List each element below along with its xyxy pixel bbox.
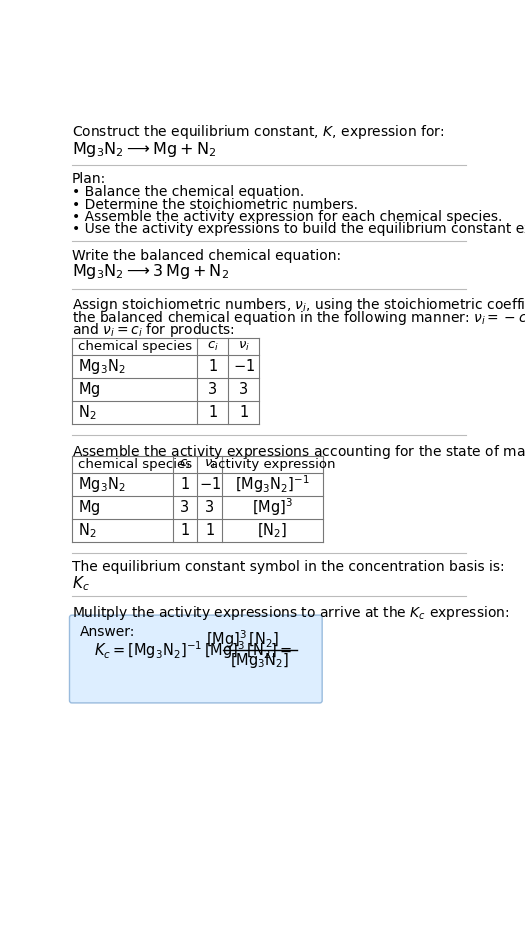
Text: 1: 1 xyxy=(205,523,214,538)
Text: $c_i$: $c_i$ xyxy=(207,340,219,353)
Text: $[\mathrm{Mg}]^3\,[\mathrm{N_2}]$: $[\mathrm{Mg}]^3\,[\mathrm{N_2}]$ xyxy=(206,628,279,650)
Text: the balanced chemical equation in the following manner: $\nu_i = -c_i$ for react: the balanced chemical equation in the fo… xyxy=(72,309,525,327)
Text: $c_i$: $c_i$ xyxy=(179,458,191,471)
Text: $-1$: $-1$ xyxy=(233,358,255,374)
Text: • Assemble the activity expression for each chemical species.: • Assemble the activity expression for e… xyxy=(72,210,502,224)
Text: $\mathrm{Mg_3N_2}$: $\mathrm{Mg_3N_2}$ xyxy=(78,357,125,376)
Text: chemical species: chemical species xyxy=(78,458,192,471)
Text: 3: 3 xyxy=(239,382,248,397)
Text: $[\mathrm{Mg}]^3$: $[\mathrm{Mg}]^3$ xyxy=(252,496,293,519)
Text: $\nu_i$: $\nu_i$ xyxy=(204,458,216,471)
Text: $K_c = [\mathrm{Mg_3N_2}]^{-1}\,[\mathrm{Mg}]^3\,[\mathrm{N_2}] = $: $K_c = [\mathrm{Mg_3N_2}]^{-1}\,[\mathrm… xyxy=(93,639,291,661)
Text: $[\mathrm{Mg_3N_2}]^{-1}$: $[\mathrm{Mg_3N_2}]^{-1}$ xyxy=(235,474,310,495)
Text: Assign stoichiometric numbers, $\nu_i$, using the stoichiometric coefficients, $: Assign stoichiometric numbers, $\nu_i$, … xyxy=(72,297,525,314)
Text: Answer:: Answer: xyxy=(80,625,135,639)
Text: and $\nu_i = c_i$ for products:: and $\nu_i = c_i$ for products: xyxy=(72,321,235,339)
Text: $\mathrm{Mg_3N_2}$: $\mathrm{Mg_3N_2}$ xyxy=(78,475,125,493)
Text: 1: 1 xyxy=(208,405,217,420)
Text: 1: 1 xyxy=(181,523,190,538)
Text: 3: 3 xyxy=(208,382,217,397)
Text: chemical species: chemical species xyxy=(78,340,192,353)
Text: $\mathrm{N_2}$: $\mathrm{N_2}$ xyxy=(78,403,97,422)
Text: Construct the equilibrium constant, $K$, expression for:: Construct the equilibrium constant, $K$,… xyxy=(72,124,444,141)
Text: • Determine the stoichiometric numbers.: • Determine the stoichiometric numbers. xyxy=(72,197,358,212)
Text: 1: 1 xyxy=(181,476,190,491)
Text: $[\mathrm{Mg_3N_2}]$: $[\mathrm{Mg_3N_2}]$ xyxy=(230,651,289,670)
Text: Write the balanced chemical equation:: Write the balanced chemical equation: xyxy=(72,249,341,263)
Text: 1: 1 xyxy=(239,405,248,420)
Text: 3: 3 xyxy=(181,500,190,515)
Text: $-1$: $-1$ xyxy=(198,476,221,492)
Text: $\mathrm{Mg_3N_2} \longrightarrow \mathrm{Mg + N_2}$: $\mathrm{Mg_3N_2} \longrightarrow \mathr… xyxy=(72,140,216,159)
Text: $\mathrm{Mg}$: $\mathrm{Mg}$ xyxy=(78,380,100,399)
Text: • Balance the chemical equation.: • Balance the chemical equation. xyxy=(72,185,304,199)
Text: The equilibrium constant symbol in the concentration basis is:: The equilibrium constant symbol in the c… xyxy=(72,561,505,575)
Text: 1: 1 xyxy=(208,358,217,373)
Text: $\mathrm{Mg_3N_2} \longrightarrow 3\,\mathrm{Mg + N_2}$: $\mathrm{Mg_3N_2} \longrightarrow 3\,\ma… xyxy=(72,262,229,282)
Text: $\nu_i$: $\nu_i$ xyxy=(238,340,250,353)
Text: • Use the activity expressions to build the equilibrium constant expression.: • Use the activity expressions to build … xyxy=(72,223,525,237)
Text: Assemble the activity expressions accounting for the state of matter and $\nu_i$: Assemble the activity expressions accoun… xyxy=(72,443,525,461)
Text: $\mathrm{N_2}$: $\mathrm{N_2}$ xyxy=(78,521,97,540)
Text: $[\mathrm{N_2}]$: $[\mathrm{N_2}]$ xyxy=(257,521,288,540)
Text: $\mathrm{Mg}$: $\mathrm{Mg}$ xyxy=(78,498,100,517)
Text: 3: 3 xyxy=(205,500,214,515)
Text: activity expression: activity expression xyxy=(210,458,335,471)
Text: Mulitply the activity expressions to arrive at the $K_c$ expression:: Mulitply the activity expressions to arr… xyxy=(72,604,509,622)
Text: $K_c$: $K_c$ xyxy=(72,575,90,593)
FancyBboxPatch shape xyxy=(69,615,322,703)
Text: Plan:: Plan: xyxy=(72,172,106,186)
